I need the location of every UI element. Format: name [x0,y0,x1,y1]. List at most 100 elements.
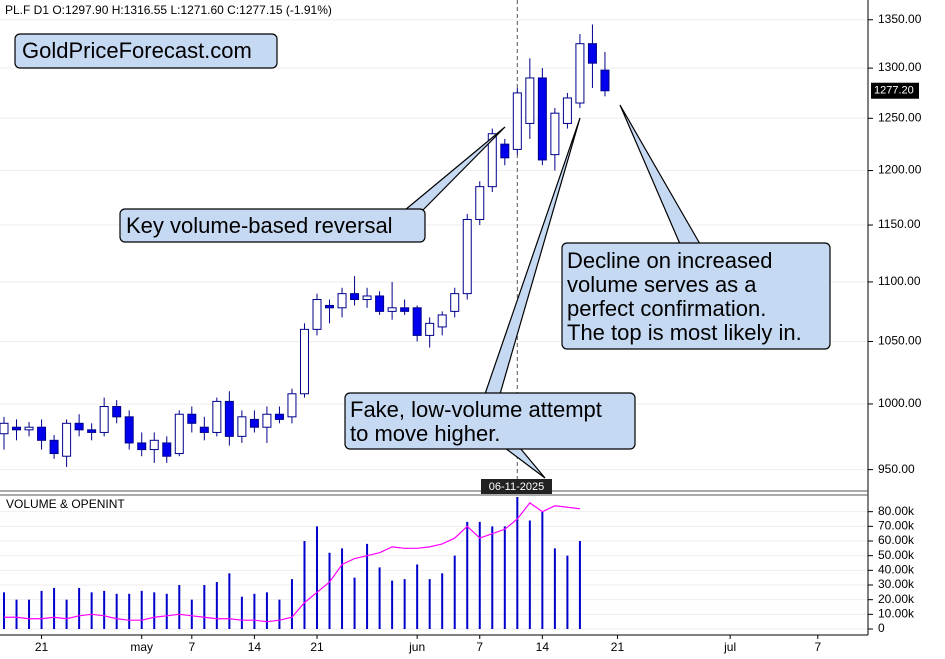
candle-body [137,442,147,451]
candle-body [249,418,259,428]
candle-body [350,293,360,301]
candle-body [375,295,385,312]
candle-body [74,422,84,431]
y-tick-label: 1050.00 [878,334,922,348]
candle-body [487,133,497,188]
x-tick-label: 14 [248,640,262,654]
last-price-box [871,82,919,99]
candle-body [49,439,59,455]
site-box [14,33,278,69]
candle-body [537,77,547,161]
y-tick-label: 1200.00 [878,163,922,177]
candle-body [437,314,447,328]
site-label: GoldPriceForecast.com [22,38,252,63]
x-tick-label: 14 [536,640,550,654]
callout-box [119,208,426,243]
candle-body [450,293,460,312]
x-tick-label: jul [723,640,736,654]
candle-body [400,307,410,312]
y-tick-label: 0 [878,621,885,635]
candle-body [462,218,472,295]
candle-body [287,393,297,418]
x-tick-label: 7 [188,640,195,654]
candle-body [550,112,560,156]
candle-body [149,439,159,451]
panel-title: VOLUME & OPENINT [6,497,125,511]
candle-body [337,293,347,309]
candle-body [124,416,134,444]
y-tick-label: 1150.00 [878,217,921,231]
callout-box [561,242,831,350]
candle-body [362,295,372,301]
candle-body [299,328,309,395]
y-tick-label: 40.00k [878,563,915,577]
candle-body [0,422,9,435]
callout-text: to move higher. [350,421,500,446]
x-tick-label: 21 [310,640,324,654]
marks-layer [0,24,610,629]
candle-body [87,429,97,433]
y-tick-label: 950.00 [878,462,915,476]
candle-body [600,69,610,92]
last-price-label: 1277.20 [874,85,914,97]
candle-body [224,400,234,437]
y-tick-label: 1300.00 [878,60,922,74]
callout-text: volume serves as a [567,272,757,297]
y-tick-label: 1350.00 [878,12,922,26]
candle-body [174,413,184,455]
candle-body [387,307,397,312]
callout-text: perfect confirmation. [567,296,766,321]
candle-body [37,426,47,441]
date-marker-box [481,479,552,494]
x-tick-label: jun [408,640,425,654]
y-tick-label: 60.00k [878,533,915,547]
y-tick-label: 30.00k [878,577,915,591]
candle-body [199,426,209,433]
callout-text: Decline on increased [567,248,772,273]
candle-body [112,406,122,418]
x-tick-label: may [130,640,153,654]
candle-body [162,442,172,457]
x-tick-label: 21 [611,640,625,654]
candle-body [212,400,222,433]
y-tick-label: 1100.00 [878,274,921,288]
candle-body [325,304,335,309]
candle-body [262,413,272,428]
candle-body [525,77,535,124]
y-tick-label: 50.00k [878,548,915,562]
open-interest-line [4,502,580,623]
y-tick-label: 80.00k [878,504,915,518]
x-tick-label: 7 [476,640,483,654]
candle-body [575,43,585,104]
candle-body [24,426,34,431]
candle-body [587,43,597,64]
header: PL.F D1 O:1297.90 H:1316.55 L:1271.60 C:… [5,3,332,17]
y-tick-label: 1000.00 [878,396,922,410]
candle-body [99,406,109,433]
callout-box [344,392,636,450]
y-tick-label: 20.00k [878,592,915,606]
candle-body [412,307,422,336]
x-tick-label: 21 [35,640,49,654]
candle-body [500,143,510,159]
candle-body [12,426,22,431]
candle-body [512,92,522,150]
x-tick-label: 7 [814,640,821,654]
candle-body [562,97,572,124]
y-tick-label: 10.00k [878,607,915,621]
date-marker-label: 06-11-2025 [489,481,544,493]
candle-body [274,413,284,420]
y-tick-label: 1250.00 [878,110,922,124]
y-tick-label: 70.00k [878,519,915,533]
callout-text: The top is most likely in. [567,320,802,345]
candle-body [425,322,435,336]
candle-body [312,299,322,330]
candle-body [62,422,72,457]
callout-text: Key volume-based reversal [126,213,393,238]
candle-body [187,413,197,424]
callout-text: Fake, low-volume attempt [350,397,602,422]
candle-body [475,186,485,220]
candle-body [237,416,247,437]
